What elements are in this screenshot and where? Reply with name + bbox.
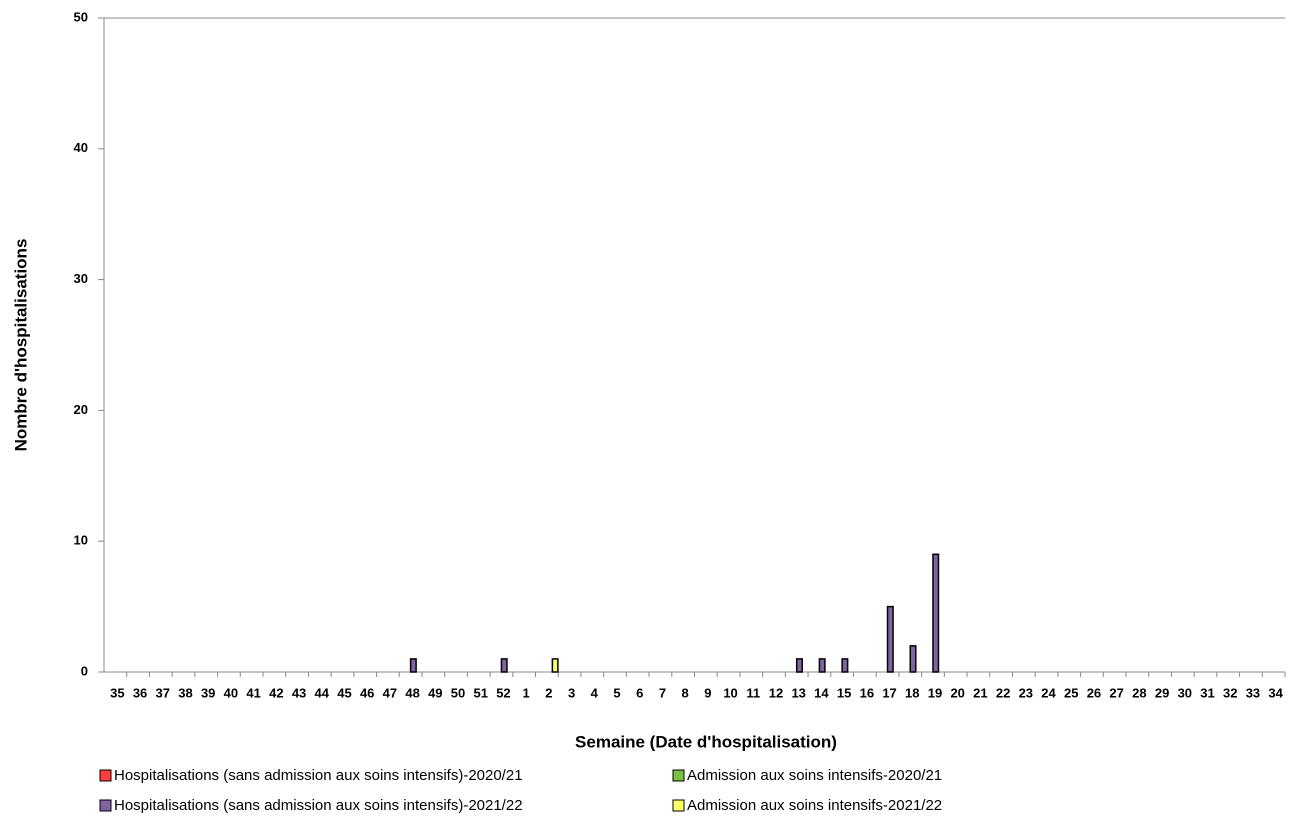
x-tick-label: 7 (659, 685, 666, 700)
x-tick-label: 21 (973, 685, 987, 700)
x-tick-label: 50 (451, 685, 465, 700)
y-tick-label: 40 (74, 140, 88, 155)
bar (932, 553, 940, 673)
y-axis-title: Nombre d'hospitalisations (11, 239, 30, 452)
x-tick-label: 42 (269, 685, 283, 700)
x-tick-label: 44 (315, 685, 330, 700)
x-tick-label: 10 (723, 685, 737, 700)
x-tick-label: 32 (1223, 685, 1237, 700)
x-tick-label: 17 (882, 685, 896, 700)
legend-label: Hospitalisations (sans admission aux soi… (114, 797, 523, 814)
x-tick-label: 48 (405, 685, 419, 700)
x-tick-label: 28 (1132, 685, 1146, 700)
bar (841, 658, 849, 673)
x-tick-label: 37 (156, 685, 170, 700)
x-tick-label: 19 (928, 685, 942, 700)
bar (909, 645, 917, 673)
y-tick-label: 0 (81, 663, 88, 678)
y-tick-label: 20 (74, 402, 88, 417)
x-tick-label: 34 (1268, 685, 1283, 700)
x-tick-label: 9 (704, 685, 711, 700)
x-tick-label: 41 (246, 685, 260, 700)
x-tick-label: 16 (860, 685, 874, 700)
x-tick-label: 39 (201, 685, 215, 700)
x-tick-label: 52 (496, 685, 510, 700)
x-tick-label: 29 (1155, 685, 1169, 700)
x-tick-label: 31 (1200, 685, 1214, 700)
x-tick-label: 18 (905, 685, 919, 700)
y-tick-label: 50 (74, 9, 88, 24)
bar (818, 658, 826, 673)
x-tick-label: 4 (591, 685, 599, 700)
x-tick-label: 51 (474, 685, 488, 700)
x-tick-label: 43 (292, 685, 306, 700)
x-tick-label: 2 (545, 685, 552, 700)
x-tick-label: 13 (791, 685, 805, 700)
bar (500, 658, 508, 673)
x-tick-label: 46 (360, 685, 374, 700)
x-tick-label: 5 (613, 685, 620, 700)
x-axis-title: Semaine (Date d'hospitalisation) (575, 732, 837, 751)
x-tick-label: 14 (814, 685, 829, 700)
x-tick-label: 25 (1064, 685, 1078, 700)
legend-label: Hospitalisations (sans admission aux soi… (114, 767, 523, 784)
x-tick-label: 12 (769, 685, 783, 700)
legend-label: Admission aux soins intensifs-2021/22 (687, 797, 942, 814)
bar (886, 605, 894, 673)
x-tick-label: 35 (110, 685, 124, 700)
x-tick-label: 24 (1041, 685, 1056, 700)
x-tick-label: 23 (1019, 685, 1033, 700)
x-tick-label: 1 (523, 685, 530, 700)
bar (795, 658, 803, 673)
x-tick-label: 47 (383, 685, 397, 700)
legend-swatch (672, 769, 685, 782)
legend-swatch (99, 769, 112, 782)
x-tick-label: 3 (568, 685, 575, 700)
x-tick-label: 20 (950, 685, 964, 700)
x-tick-label: 15 (837, 685, 851, 700)
x-tick-label: 27 (1109, 685, 1123, 700)
x-tick-label: 22 (996, 685, 1010, 700)
x-tick-label: 26 (1087, 685, 1101, 700)
x-tick-label: 30 (1178, 685, 1192, 700)
bar (551, 658, 559, 673)
x-tick-label: 45 (337, 685, 351, 700)
y-tick-label: 10 (74, 533, 88, 548)
legend-swatch (672, 799, 685, 812)
x-tick-label: 33 (1246, 685, 1260, 700)
x-tick-label: 8 (682, 685, 689, 700)
x-tick-label: 38 (178, 685, 192, 700)
legend-label: Admission aux soins intensifs-2020/21 (687, 767, 942, 784)
x-tick-label: 36 (133, 685, 147, 700)
x-tick-label: 6 (636, 685, 643, 700)
x-tick-label: 11 (746, 685, 760, 700)
x-tick-label: 40 (224, 685, 238, 700)
bar (409, 658, 417, 673)
y-tick-label: 30 (74, 271, 88, 286)
legend-swatch (99, 799, 112, 812)
x-tick-label: 49 (428, 685, 442, 700)
